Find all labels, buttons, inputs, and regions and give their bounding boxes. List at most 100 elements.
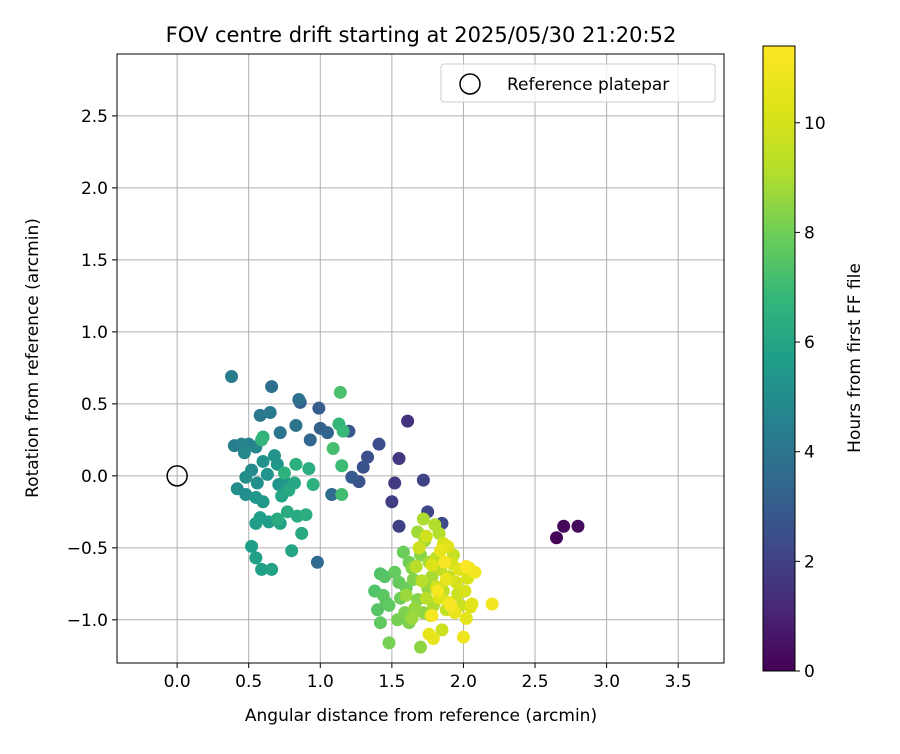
data-point — [372, 437, 386, 451]
colorbar-tick-label: 2 — [804, 552, 815, 572]
data-point — [444, 598, 458, 612]
data-point — [253, 408, 267, 422]
data-point — [439, 572, 453, 586]
data-point — [431, 584, 445, 598]
data-point — [392, 452, 406, 466]
data-point — [419, 591, 433, 605]
colorbar-gradient — [762, 45, 796, 672]
data-point — [412, 541, 426, 555]
y-tick-label: −1.0 — [67, 611, 108, 631]
x-tick-label: 1.5 — [378, 672, 405, 692]
data-point — [434, 544, 448, 558]
grid-lines — [117, 54, 724, 663]
data-point — [438, 555, 452, 569]
data-point — [302, 462, 316, 476]
colorbar-tick-label: 8 — [804, 223, 815, 243]
data-point — [426, 632, 440, 646]
data-point — [409, 560, 423, 574]
data-point — [239, 488, 253, 502]
data-point — [325, 488, 339, 502]
data-point — [345, 470, 359, 484]
y-axis-ticks: −1.0 −0.5 0.0 0.5 1.0 1.5 2.0 2.5 — [67, 107, 117, 631]
data-point — [249, 551, 263, 565]
data-point — [416, 473, 430, 487]
x-tick-label: 3.0 — [593, 672, 620, 692]
data-point — [289, 457, 303, 471]
data-point — [399, 588, 413, 602]
data-point — [255, 433, 269, 447]
colorbar-tick-label: 10 — [804, 114, 826, 134]
data-point — [237, 446, 251, 460]
data-point — [270, 457, 284, 471]
chart-title: FOV centre drift starting at 2025/05/30 … — [166, 23, 677, 47]
data-points — [225, 369, 585, 654]
data-point — [260, 467, 274, 481]
y-tick-label: 0.0 — [81, 467, 108, 487]
y-tick-label: −0.5 — [67, 539, 108, 559]
data-point — [396, 545, 410, 559]
data-point — [459, 560, 473, 574]
y-tick-label: 2.5 — [81, 107, 108, 127]
y-tick-label: 1.0 — [81, 323, 108, 343]
data-point — [335, 488, 349, 502]
data-point — [425, 570, 439, 584]
data-point — [277, 466, 291, 480]
data-point — [416, 512, 430, 526]
data-point — [336, 424, 350, 438]
plot-frame — [116, 53, 725, 664]
data-point — [273, 426, 287, 440]
data-point — [280, 505, 294, 519]
data-point — [425, 608, 439, 622]
data-point — [571, 519, 585, 533]
x-axis-ticks: 0.0 0.5 1.0 1.5 2.0 2.5 3.0 3.5 — [164, 663, 692, 692]
data-point — [415, 574, 429, 588]
data-point — [392, 519, 406, 533]
data-point — [333, 385, 347, 399]
data-point — [405, 611, 419, 625]
data-point — [459, 611, 473, 625]
data-point — [401, 414, 415, 428]
y-axis-label: Rotation from reference (arcmin) — [23, 218, 43, 498]
data-point — [449, 575, 463, 589]
data-point — [465, 597, 479, 611]
data-point — [285, 544, 299, 558]
data-point — [295, 526, 309, 540]
data-point — [312, 401, 326, 415]
data-point — [373, 616, 387, 630]
data-point — [303, 433, 317, 447]
data-point — [485, 597, 499, 611]
data-point — [388, 565, 402, 579]
data-point — [256, 454, 270, 468]
data-point — [255, 562, 269, 576]
x-tick-label: 2.0 — [450, 672, 477, 692]
x-tick-label: 3.5 — [665, 672, 692, 692]
y-tick-label: 0.5 — [81, 395, 108, 415]
data-point — [289, 418, 303, 432]
data-point — [432, 526, 446, 540]
data-point — [435, 623, 449, 637]
data-point — [378, 570, 392, 584]
colorbar-tick-label: 6 — [804, 333, 815, 353]
data-point — [270, 512, 284, 526]
legend-label: Reference platepar — [507, 75, 669, 95]
data-point — [256, 495, 270, 509]
data-point — [382, 636, 396, 650]
data-point — [382, 598, 396, 612]
data-point — [458, 584, 472, 598]
data-point — [371, 603, 385, 617]
data-point — [288, 476, 302, 490]
legend: Reference platepar — [440, 63, 716, 103]
x-tick-label: 0.5 — [235, 672, 262, 692]
legend-marker-icon — [459, 73, 481, 95]
data-point — [557, 519, 571, 533]
data-point — [253, 511, 267, 525]
data-point — [425, 558, 439, 572]
data-point — [408, 601, 422, 615]
reference-platepar-marker — [166, 465, 188, 487]
data-point — [306, 477, 320, 491]
x-tick-label: 1.0 — [307, 672, 334, 692]
data-point — [456, 630, 470, 644]
data-point — [239, 470, 253, 484]
